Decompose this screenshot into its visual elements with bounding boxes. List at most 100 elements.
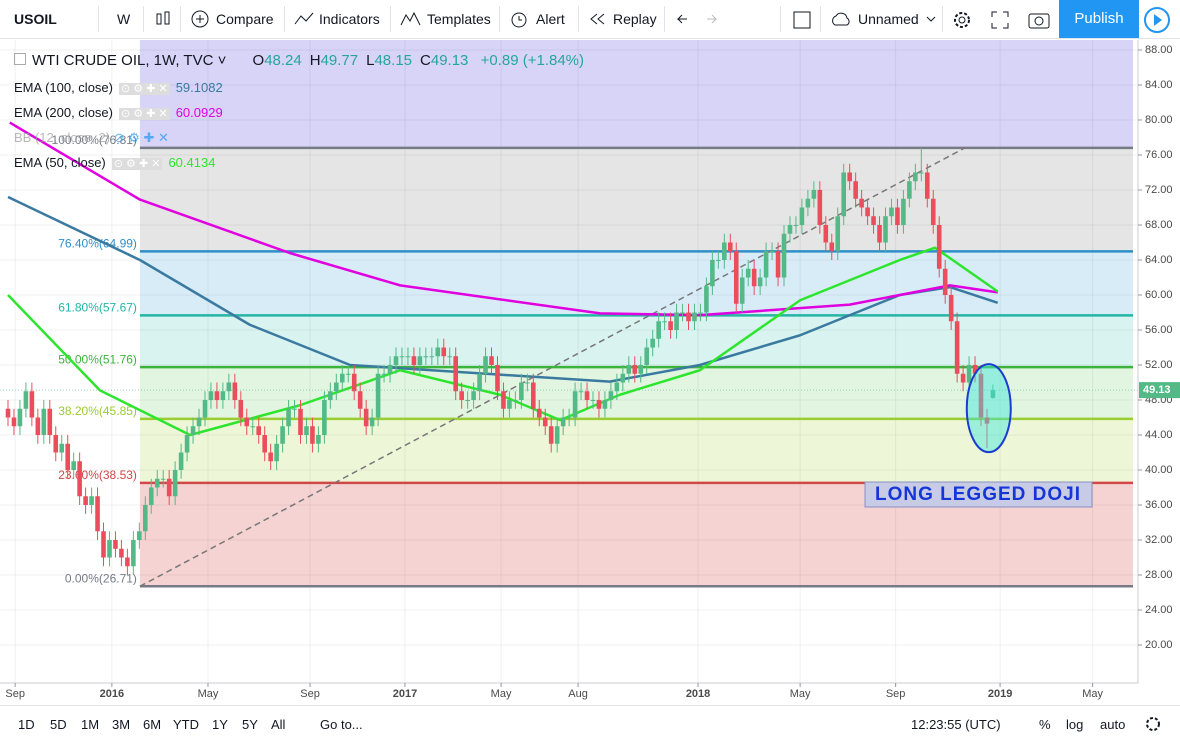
candle-body [495, 365, 500, 392]
ohlc: O48.24 H49.77 L48.15 C49.13 [253, 52, 477, 69]
indicators-button[interactable]: Indicators [319, 11, 380, 27]
toolbar: USOIL W Compare Indicators Templates Ale… [0, 0, 1180, 39]
candle-body [763, 251, 769, 278]
doji-highlight [965, 363, 1012, 454]
candle-body [692, 312, 697, 322]
range-button[interactable]: 3M [112, 717, 131, 732]
candle-body [172, 470, 178, 497]
ohlc-value: 48.15 [374, 52, 413, 69]
candle-body [751, 268, 757, 287]
scale-option[interactable]: log [1066, 717, 1084, 732]
candle-body [316, 435, 321, 444]
candle-body [632, 365, 638, 374]
candle-body [298, 408, 303, 436]
candle-body [113, 540, 118, 549]
candle-body [865, 207, 870, 217]
candle-body [745, 268, 751, 278]
candle-body [387, 365, 393, 374]
ohlc-value: 48.24 [264, 52, 302, 69]
candle-body [119, 548, 124, 558]
indicator-controls[interactable]: ⊘ ⚙ ✚ ✕ [113, 130, 169, 145]
price-tag [1139, 382, 1180, 399]
candle-body [160, 478, 166, 480]
cloud-icon[interactable] [829, 11, 853, 27]
candle-body [107, 540, 112, 558]
replay-button[interactable]: Replay [613, 11, 657, 27]
candle-body [447, 356, 453, 358]
candle-body [984, 417, 990, 424]
scale-option[interactable]: % [1039, 717, 1051, 732]
settings-icon[interactable] [1144, 715, 1162, 733]
range-button[interactable]: 1D [18, 717, 35, 732]
layout-name[interactable]: Unnamed [858, 11, 919, 27]
candle-body [220, 391, 226, 401]
candle-body [465, 400, 470, 402]
candle-body [650, 338, 655, 348]
templates-button[interactable]: Templates [427, 11, 491, 27]
candle-body [292, 408, 297, 410]
indicators-icon[interactable] [294, 12, 314, 26]
replay-icon[interactable] [589, 13, 607, 25]
indicator-row: EMA (100, close) ⊙ ⚙ ✚ ✕ 59.1082 [14, 80, 223, 95]
candle-body [196, 417, 202, 427]
candle-body [948, 294, 954, 322]
indicator-value: 60.4134 [168, 155, 216, 170]
candle-body [232, 382, 238, 401]
symbol[interactable]: USOIL [14, 11, 57, 27]
interval[interactable]: W [117, 11, 131, 27]
candle-body [590, 400, 596, 402]
alert-icon[interactable] [509, 10, 529, 28]
scale-option[interactable]: auto [1100, 717, 1126, 732]
ohlc-value: 49.13 [430, 52, 469, 69]
y-tick-label: 64.00 [1145, 254, 1173, 266]
candle-body [853, 181, 858, 199]
candle-body [47, 408, 53, 436]
indicator-controls[interactable]: ⊙ ⚙ ✚ ✕ [111, 158, 163, 170]
candle-body [548, 426, 554, 444]
indicator-name: EMA (100, close) [14, 80, 113, 95]
compare-button[interactable]: Compare [216, 11, 274, 27]
candle-body [459, 391, 464, 401]
layout-caret[interactable] [926, 15, 936, 23]
range-button[interactable]: 6M [143, 717, 162, 732]
play-icon[interactable] [1142, 5, 1172, 35]
candle-body [351, 373, 357, 392]
candle-body [799, 207, 805, 225]
candle-body [608, 391, 614, 401]
y-tick-label: 56.00 [1145, 324, 1173, 336]
templates-icon[interactable] [400, 11, 422, 27]
y-tick-label: 36.00 [1145, 499, 1173, 511]
compare-icon[interactable] [191, 10, 209, 28]
hidden-indicator: BB (12, close, 2) ⊘ ⚙ ✚ ✕ [14, 130, 169, 146]
y-tick-label: 60.00 [1145, 289, 1173, 301]
candle-body [41, 408, 47, 436]
clock: 12:23:55 (UTC) [911, 717, 1001, 732]
candle-body [89, 496, 94, 506]
range-button[interactable]: YTD [173, 717, 199, 732]
fullscreen-box[interactable] [793, 11, 811, 29]
change: +0.89 [480, 52, 519, 69]
goto[interactable]: Go to... [320, 717, 363, 732]
caret[interactable]: ˅ [213, 52, 227, 69]
expand-icon[interactable] [990, 10, 1010, 30]
publish-button[interactable]: Publish [1059, 0, 1139, 38]
range-button[interactable]: 1Y [212, 717, 228, 732]
chart-type-icon[interactable] [155, 10, 171, 28]
range-button[interactable]: 5Y [242, 717, 258, 732]
candle-body [29, 391, 35, 418]
undo-redo[interactable] [675, 12, 719, 26]
indicator-controls[interactable]: ⊙ ⚙ ✚ ✕ [119, 83, 170, 95]
snapshot-icon[interactable] [1028, 10, 1050, 30]
range-button[interactable]: All [271, 717, 286, 732]
range-button[interactable]: 1M [81, 717, 100, 732]
candle-body [578, 391, 584, 393]
candle-body [244, 417, 250, 427]
range-button[interactable]: 5D [50, 717, 67, 732]
indicator-controls[interactable]: ⊙ ⚙ ✚ ✕ [119, 108, 170, 120]
alert-button[interactable]: Alert [536, 11, 565, 27]
candle-body [375, 373, 381, 418]
candle-body [411, 356, 417, 366]
candle-body [710, 259, 715, 287]
settings-icon[interactable] [952, 10, 972, 30]
candle-body [125, 557, 130, 567]
